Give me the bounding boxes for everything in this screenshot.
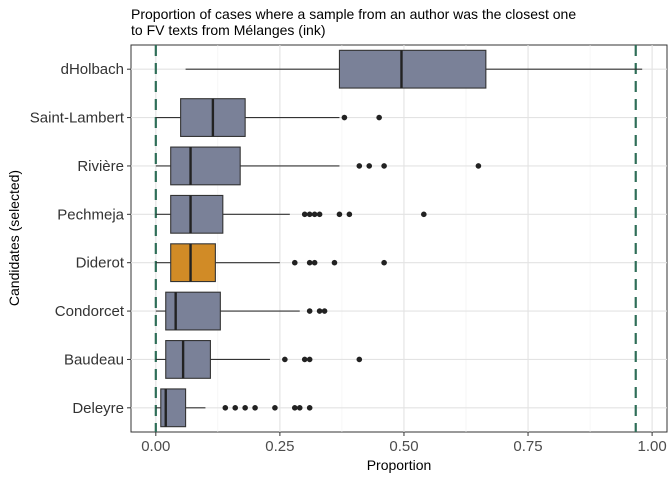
x-axis-ticks: 0.00 0.25 0.50 0.75 1.00	[141, 432, 667, 455]
outlier-point	[381, 259, 387, 266]
box-series	[155, 49, 643, 428]
chart-title-line-2: to FV texts from Mélanges (ink)	[131, 22, 326, 38]
y-tick-label: Condorcet	[55, 303, 125, 320]
outlier-point	[356, 163, 363, 169]
outlier-point	[306, 211, 313, 218]
outlier-point	[381, 163, 387, 169]
outlier-point	[282, 356, 288, 363]
outlier-point	[376, 114, 382, 121]
outlier-point	[316, 211, 323, 218]
y-tick-label: Pechmeja	[57, 206, 124, 223]
y-axis-title: Candidates (selected)	[6, 170, 22, 306]
outlier-point	[301, 211, 308, 218]
box-diderot	[155, 243, 387, 283]
outlier-point	[475, 163, 482, 169]
y-tick-label: Baudeau	[64, 351, 124, 368]
y-tick-label: Deleyre	[72, 400, 124, 417]
y-tick-label: Rivière	[77, 158, 124, 175]
outlier-point	[366, 163, 373, 169]
outlier-point	[232, 405, 239, 411]
box-rect	[170, 146, 241, 186]
box-pechmeja	[155, 194, 427, 234]
outlier-point	[336, 211, 343, 218]
outlier-point	[291, 259, 298, 266]
chart-title-line-1: Proportion of cases where a sample from …	[131, 6, 576, 22]
y-tick-label: Diderot	[76, 255, 125, 272]
y-axis-ticks: dHolbach Saint-Lambert Rivière Pechmeja Dide…	[30, 61, 131, 417]
box-rivi-re	[155, 146, 482, 186]
outlier-point	[421, 211, 427, 218]
box-dholbach	[185, 49, 643, 89]
x-tick-label: 0.00	[141, 438, 170, 455]
outlier-point	[356, 356, 363, 363]
outlier-point	[252, 405, 258, 411]
outlier-point	[291, 405, 298, 411]
y-tick-label: Saint-Lambert	[30, 110, 125, 127]
box-rect	[338, 49, 487, 89]
outlier-point	[306, 259, 313, 266]
box-rect	[165, 340, 211, 379]
x-tick-label: 0.75	[513, 438, 542, 455]
outlier-point	[306, 405, 313, 411]
outlier-point	[311, 259, 318, 266]
outlier-point	[301, 356, 308, 363]
box-rect	[160, 388, 187, 428]
reference-lines	[154, 45, 637, 432]
outlier-point	[242, 405, 248, 411]
x-axis-title: Proportion	[367, 457, 432, 473]
outlier-point	[306, 308, 313, 314]
outlier-point	[331, 259, 338, 266]
box-condorcet	[155, 291, 328, 331]
outlier-point	[321, 308, 328, 314]
x-tick-label: 0.50	[389, 438, 418, 455]
outlier-point	[306, 356, 313, 363]
outlier-point	[341, 114, 348, 121]
x-tick-label: 1.00	[638, 438, 667, 455]
y-tick-label: dHolbach	[61, 61, 124, 78]
box-rect	[170, 243, 216, 283]
outlier-point	[222, 405, 229, 411]
outlier-point	[346, 211, 353, 218]
box-rect	[170, 194, 224, 234]
outlier-point	[316, 308, 323, 314]
outlier-point	[311, 211, 318, 218]
outlier-point	[272, 405, 278, 411]
box-saint-lambert	[155, 98, 382, 137]
box-deleyre	[155, 388, 313, 428]
box-baudeau	[155, 340, 363, 379]
box-rect	[165, 291, 221, 331]
outlier-point	[296, 405, 303, 411]
x-tick-label: 0.25	[265, 438, 294, 455]
